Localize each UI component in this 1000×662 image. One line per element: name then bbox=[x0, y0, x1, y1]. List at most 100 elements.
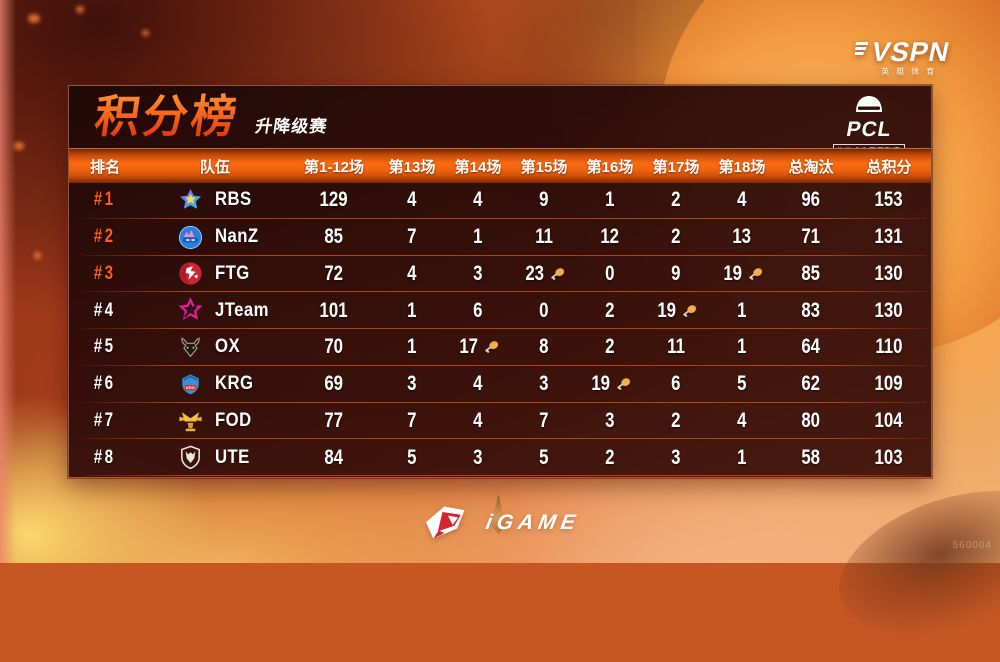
match-score: 1 bbox=[737, 445, 747, 469]
match-score: 3 bbox=[473, 261, 483, 285]
team-name: UTE bbox=[215, 446, 250, 468]
match-score: 84 bbox=[324, 445, 344, 469]
total-eliminations: 62 bbox=[801, 372, 821, 396]
match-score: 3 bbox=[605, 408, 615, 432]
column-header-3: 第13场 bbox=[388, 158, 436, 176]
vspn-subtitle: 英雄体育 bbox=[881, 67, 942, 76]
team-name: KRG bbox=[215, 373, 254, 395]
match-score: 19 bbox=[657, 298, 677, 322]
match-score: 1 bbox=[737, 298, 747, 322]
team-logo-fod-icon bbox=[177, 407, 204, 434]
match-score: 0 bbox=[605, 261, 615, 285]
match-score: 19 bbox=[723, 261, 743, 285]
column-header-4: 第14场 bbox=[454, 158, 502, 176]
match-score: 101 bbox=[319, 298, 349, 322]
table-row-jteam: #4 JTeam 101 1 6 0 2 19 1 83 130 bbox=[69, 292, 931, 329]
match-score: 2 bbox=[605, 335, 615, 359]
match-score: 1 bbox=[473, 225, 483, 249]
match-score: 3 bbox=[473, 445, 483, 469]
total-eliminations: 83 bbox=[801, 298, 821, 322]
vspn-logo: VSPN 英雄体育 bbox=[850, 37, 954, 77]
match-score: 2 bbox=[605, 298, 615, 322]
scoreboard-subtitle: 升降级赛 bbox=[254, 117, 329, 136]
rank-label: #8 bbox=[94, 446, 116, 468]
total-points: 130 bbox=[874, 298, 904, 322]
match-score: 77 bbox=[324, 408, 344, 432]
team-logo-krg-icon: KRG bbox=[177, 371, 204, 398]
total-eliminations: 71 bbox=[801, 225, 821, 249]
total-eliminations: 85 bbox=[801, 261, 821, 285]
match-score: 9 bbox=[539, 188, 549, 212]
match-score: 4 bbox=[473, 408, 483, 432]
match-score: 7 bbox=[407, 408, 417, 432]
total-points: 130 bbox=[874, 261, 904, 285]
match-score: 17 bbox=[459, 335, 479, 359]
table-row-ftg: #3 FTG 72 4 3 23 0 9 19 85 130 bbox=[69, 256, 931, 293]
match-score: 7 bbox=[539, 408, 549, 432]
svg-text:KRG: KRG bbox=[186, 385, 195, 390]
team-logo-rbs-icon bbox=[177, 187, 204, 214]
team-name: FTG bbox=[215, 262, 250, 284]
rank-label: #1 bbox=[94, 189, 116, 211]
scoreboard-title: 积分榜 bbox=[91, 88, 243, 146]
ember-speck bbox=[28, 14, 40, 23]
match-score: 9 bbox=[671, 261, 681, 285]
match-score: 3 bbox=[539, 372, 549, 396]
rank-label: #5 bbox=[94, 336, 116, 358]
match-score: 2 bbox=[671, 225, 681, 249]
table-header: 排名 队伍 第1-12场 第13场 第14场 第15场 第16场 第17场 第18场 总淘汰 总积分 bbox=[69, 148, 931, 183]
column-header-1: 队伍 bbox=[199, 158, 230, 176]
total-eliminations: 80 bbox=[801, 408, 821, 432]
table-row-ox: #5 OX 70 1 17 8 2 11 1 64 110 bbox=[69, 329, 931, 366]
total-points: 153 bbox=[874, 188, 904, 212]
match-score: 70 bbox=[324, 335, 344, 359]
team-name: RBS bbox=[215, 189, 252, 211]
match-score: 7 bbox=[407, 225, 417, 249]
vspn-wordmark: VSPN bbox=[869, 37, 954, 67]
team-logo-ute-icon bbox=[177, 444, 204, 471]
match-score: 1 bbox=[407, 335, 417, 359]
match-score: 5 bbox=[407, 445, 417, 469]
team-logo-nanz-icon bbox=[177, 224, 204, 251]
chicken-dinner-icon bbox=[682, 304, 696, 317]
table-row-fod: #7 FOD 77 7 4 7 3 2 4 80 104 bbox=[69, 403, 931, 440]
ember-speck bbox=[34, 252, 41, 259]
team-logo-ftg-icon bbox=[177, 260, 204, 287]
vspn-speedlines-icon bbox=[854, 42, 869, 55]
column-header-7: 第17场 bbox=[652, 158, 700, 176]
table-row-rbs: #1 RBS 129 4 4 9 1 2 4 96 153 bbox=[69, 182, 931, 219]
total-points: 104 bbox=[874, 408, 904, 432]
ember-speck bbox=[76, 6, 84, 13]
ember-speck bbox=[14, 142, 24, 150]
column-header-5: 第15场 bbox=[520, 158, 568, 176]
match-score: 129 bbox=[319, 188, 349, 212]
pcl-helmet-icon bbox=[856, 96, 882, 112]
igame-wordmark: iGAME bbox=[484, 511, 583, 534]
column-header-9: 总淘汰 bbox=[788, 158, 834, 176]
match-score: 8 bbox=[539, 335, 549, 359]
rank-label: #7 bbox=[94, 409, 116, 431]
chicken-dinner-icon bbox=[484, 341, 498, 354]
table-row-nanz: #2 NanZ 85 7 1 11 12 2 13 71 131 bbox=[69, 219, 931, 256]
total-eliminations: 58 bbox=[801, 445, 821, 469]
match-score: 69 bbox=[324, 372, 344, 396]
match-score: 23 bbox=[525, 261, 545, 285]
pcl-wordmark: PCL bbox=[844, 118, 894, 141]
match-score: 2 bbox=[671, 188, 681, 212]
match-score: 5 bbox=[539, 445, 549, 469]
total-points: 110 bbox=[875, 335, 903, 359]
match-score: 2 bbox=[605, 445, 615, 469]
column-header-6: 第16场 bbox=[586, 158, 634, 176]
match-score: 2 bbox=[671, 408, 681, 432]
table-row-ute: #8 UTE 84 5 3 5 2 3 1 58 103 bbox=[69, 439, 931, 476]
chicken-dinner-icon bbox=[616, 378, 630, 390]
rank-label: #6 bbox=[94, 373, 116, 395]
match-score: 4 bbox=[737, 188, 747, 212]
match-score: 85 bbox=[324, 225, 344, 249]
match-score: 4 bbox=[473, 188, 483, 212]
match-score: 13 bbox=[732, 225, 752, 249]
ember-speck bbox=[142, 30, 149, 36]
match-score: 6 bbox=[671, 372, 681, 396]
match-score: 3 bbox=[407, 372, 417, 396]
match-score: 3 bbox=[671, 445, 681, 469]
